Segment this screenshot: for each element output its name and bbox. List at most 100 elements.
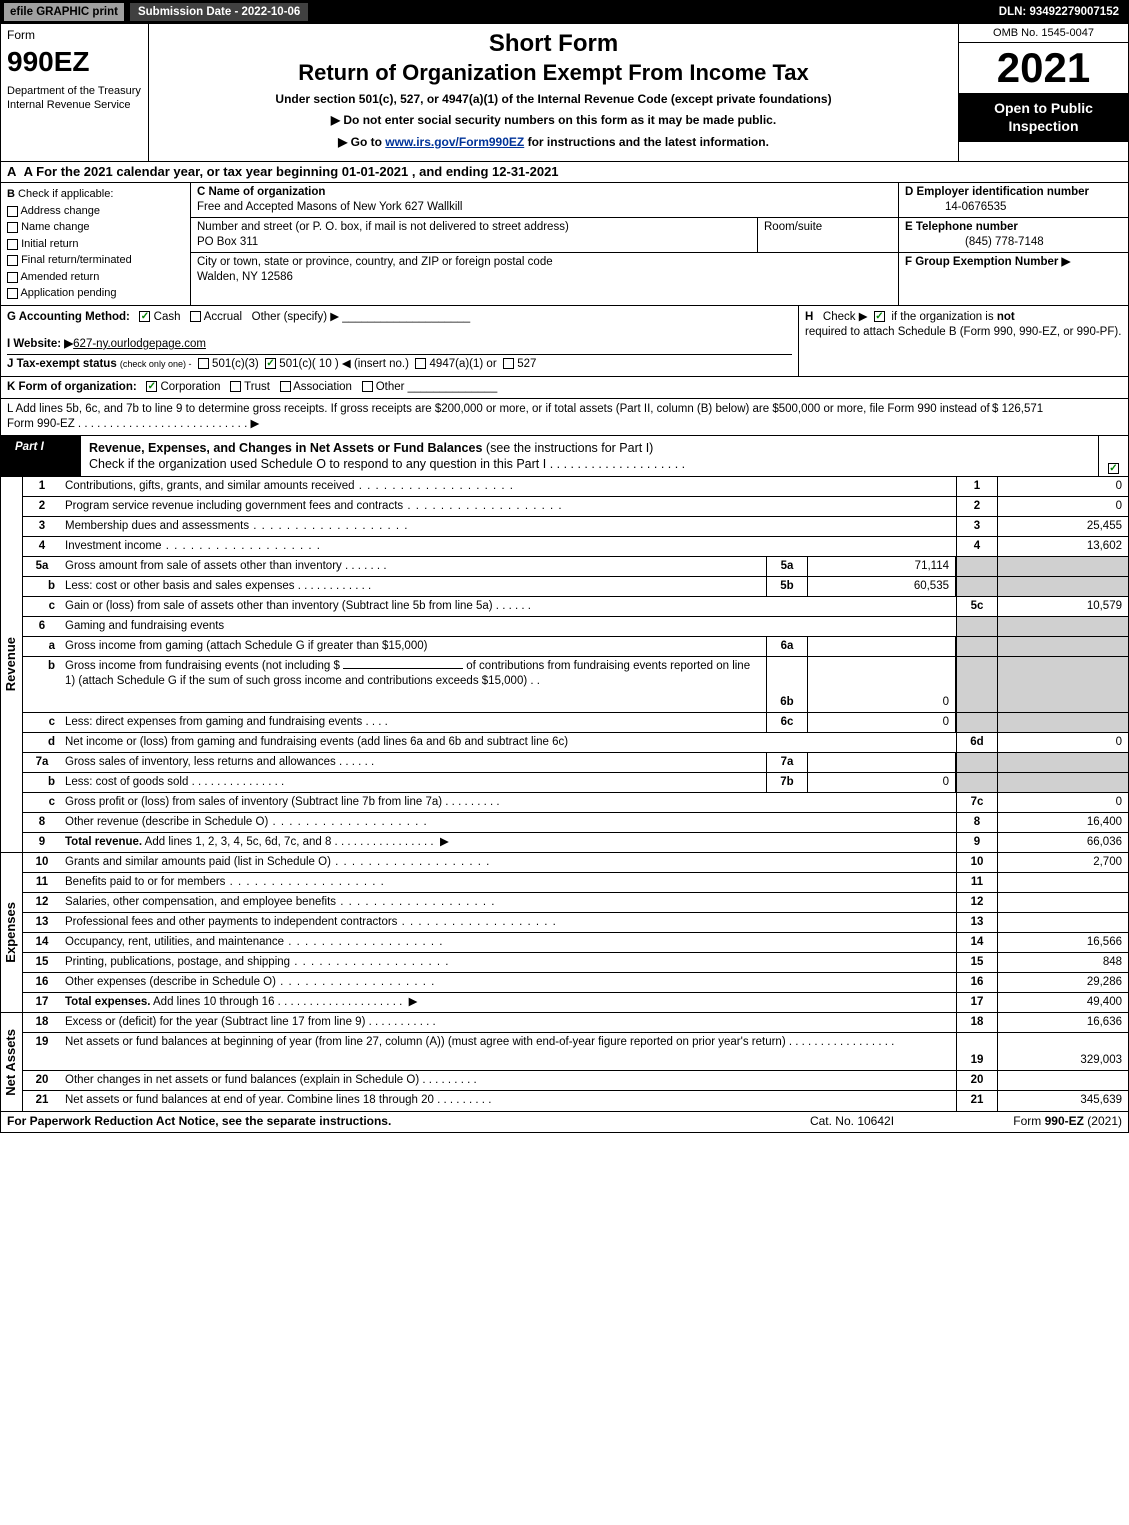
line-4-value: 13,602 bbox=[998, 537, 1128, 556]
line-1-value: 0 bbox=[998, 477, 1128, 496]
line-6a-value bbox=[808, 637, 956, 656]
checkbox-527[interactable] bbox=[503, 358, 514, 369]
line-21-value: 345,639 bbox=[998, 1091, 1128, 1111]
checkbox-initial-return[interactable] bbox=[7, 239, 18, 250]
line-10: 10 Grants and similar amounts paid (list… bbox=[23, 853, 1128, 873]
tax-year: 2021 bbox=[959, 43, 1128, 93]
header-right: OMB No. 1545-0047 2021 Open to Public In… bbox=[958, 24, 1128, 161]
line-7b: b Less: cost of goods sold . . . . . . .… bbox=[23, 773, 1128, 793]
accounting-method: G Accounting Method: ✓ Cash Accrual Othe… bbox=[1, 306, 798, 376]
line-18-value: 16,636 bbox=[998, 1013, 1128, 1032]
line-10-value: 2,700 bbox=[998, 853, 1128, 872]
checkbox-final-return[interactable] bbox=[7, 255, 18, 266]
checkbox-other[interactable] bbox=[362, 381, 373, 392]
row-l: L Add lines 5b, 6c, and 7b to line 9 to … bbox=[0, 399, 1129, 436]
line-12: 12 Salaries, other compensation, and emp… bbox=[23, 893, 1128, 913]
revenue-side-label: Revenue bbox=[1, 477, 23, 853]
checkbox-name-change[interactable] bbox=[7, 222, 18, 233]
ein: 14-0676535 bbox=[905, 201, 1006, 213]
part1-check-col: ✓ bbox=[1098, 436, 1128, 477]
line-5b: b Less: cost or other basis and sales ex… bbox=[23, 577, 1128, 597]
checkbox-corporation[interactable]: ✓ bbox=[146, 381, 157, 392]
line-a: A A For the 2021 calendar year, or tax y… bbox=[0, 162, 1129, 184]
line-6b: b Gross income from fundraising events (… bbox=[23, 657, 1128, 713]
line-6c-value: 0 bbox=[808, 713, 956, 732]
part1-desc: Revenue, Expenses, and Changes in Net As… bbox=[81, 436, 1098, 477]
column-def: D Employer identification number 14-0676… bbox=[898, 183, 1128, 305]
checkbox-cash[interactable]: ✓ bbox=[139, 311, 150, 322]
checkbox-4947[interactable] bbox=[415, 358, 426, 369]
line-19: 19 Net assets or fund balances at beginn… bbox=[23, 1033, 1128, 1071]
line-5a: 5a Gross amount from sale of assets othe… bbox=[23, 557, 1128, 577]
form-ref: Form 990-EZ (2021) bbox=[942, 1114, 1122, 1130]
line-7a: 7a Gross sales of inventory, less return… bbox=[23, 753, 1128, 773]
form-header: Form 990EZ Department of the TreasuryInt… bbox=[0, 24, 1129, 162]
line-5b-value: 60,535 bbox=[808, 577, 956, 596]
line-15-value: 848 bbox=[998, 953, 1128, 972]
line-17: 17 Total expenses. Add lines 10 through … bbox=[23, 993, 1128, 1013]
checkbox-accrual[interactable] bbox=[190, 311, 201, 322]
under-section: Under section 501(c), 527, or 4947(a)(1)… bbox=[159, 92, 948, 108]
street-address: PO Box 311 bbox=[197, 236, 258, 248]
line-15: 15 Printing, publications, postage, and … bbox=[23, 953, 1128, 973]
ssn-note: ▶ Do not enter social security numbers o… bbox=[159, 113, 948, 129]
website[interactable]: 627-ny.ourlodgepage.com bbox=[73, 338, 206, 350]
line-6: 6 Gaming and fundraising events bbox=[23, 617, 1128, 637]
room-suite: Room/suite bbox=[758, 218, 898, 252]
line-18: 18 Excess or (deficit) for the year (Sub… bbox=[23, 1013, 1128, 1033]
return-title: Return of Organization Exempt From Incom… bbox=[159, 59, 948, 88]
line-20: 20 Other changes in net assets or fund b… bbox=[23, 1071, 1128, 1091]
checkbox-501c[interactable]: ✓ bbox=[265, 358, 276, 369]
phone: (845) 778-7148 bbox=[905, 236, 1044, 248]
irs-link[interactable]: www.irs.gov/Form990EZ bbox=[385, 135, 524, 149]
netassets-side-label: Net Assets bbox=[1, 1013, 23, 1111]
gross-receipts: $ 126,571 bbox=[992, 402, 1122, 432]
line-12-value bbox=[998, 893, 1128, 912]
line-6a: a Gross income from gaming (attach Sched… bbox=[23, 637, 1128, 657]
footer: For Paperwork Reduction Act Notice, see … bbox=[0, 1112, 1129, 1133]
open-inspection: Open to Public Inspection bbox=[959, 93, 1128, 141]
line-13-value bbox=[998, 913, 1128, 932]
line-3-value: 25,455 bbox=[998, 517, 1128, 536]
section-gh: G Accounting Method: ✓ Cash Accrual Othe… bbox=[0, 306, 1129, 377]
cat-number: Cat. No. 10642I bbox=[762, 1114, 942, 1130]
column-c: C Name of organization Free and Accepted… bbox=[191, 183, 898, 305]
form-word: Form bbox=[7, 28, 142, 44]
phone-cell: E Telephone number (845) 778-7148 bbox=[899, 218, 1128, 253]
checkbox-application-pending[interactable] bbox=[7, 288, 18, 299]
line-7b-value: 0 bbox=[808, 773, 956, 792]
checkbox-501c3[interactable] bbox=[198, 358, 209, 369]
line-9: 9 Total revenue. Add lines 1, 2, 3, 4, 5… bbox=[23, 833, 1128, 853]
city-state-zip: Walden, NY 12586 bbox=[197, 271, 293, 283]
line-5c: c Gain or (loss) from sale of assets oth… bbox=[23, 597, 1128, 617]
checkbox-trust[interactable] bbox=[230, 381, 241, 392]
paperwork-notice: For Paperwork Reduction Act Notice, see … bbox=[7, 1114, 762, 1130]
line-1: 1 Contributions, gifts, grants, and simi… bbox=[23, 477, 1128, 497]
line-14-value: 16,566 bbox=[998, 933, 1128, 952]
line-4: 4 Investment income 4 13,602 bbox=[23, 537, 1128, 557]
short-form-title: Short Form bbox=[159, 28, 948, 59]
checkbox-schedule-o[interactable]: ✓ bbox=[1108, 463, 1119, 474]
line-6b-value: 0 bbox=[808, 657, 956, 712]
line-20-value bbox=[998, 1071, 1128, 1090]
checkbox-association[interactable] bbox=[280, 381, 291, 392]
line-2-value: 0 bbox=[998, 497, 1128, 516]
line-16: 16 Other expenses (describe in Schedule … bbox=[23, 973, 1128, 993]
checkbox-address-change[interactable] bbox=[7, 206, 18, 217]
line-13: 13 Professional fees and other payments … bbox=[23, 913, 1128, 933]
line-3: 3 Membership dues and assessments 3 25,4… bbox=[23, 517, 1128, 537]
checkbox-schedule-b[interactable]: ✓ bbox=[874, 311, 885, 322]
line-16-value: 29,286 bbox=[998, 973, 1128, 992]
line-7c-value: 0 bbox=[998, 793, 1128, 812]
dln: DLN: 93492279007152 bbox=[999, 5, 1125, 20]
line-11: 11 Benefits paid to or for members 11 bbox=[23, 873, 1128, 893]
checkbox-amended-return[interactable] bbox=[7, 272, 18, 283]
form-number: 990EZ bbox=[7, 44, 142, 80]
header-mid: Short Form Return of Organization Exempt… bbox=[149, 24, 958, 161]
street-address-cell: Number and street (or P. O. box, if mail… bbox=[191, 218, 758, 252]
part1-header: Part I Revenue, Expenses, and Changes in… bbox=[0, 436, 1129, 478]
line-6d: d Net income or (loss) from gaming and f… bbox=[23, 733, 1128, 753]
efile-label[interactable]: efile GRAPHIC print bbox=[4, 3, 124, 22]
line-19-value: 329,003 bbox=[998, 1033, 1128, 1070]
ein-cell: D Employer identification number 14-0676… bbox=[899, 183, 1128, 218]
